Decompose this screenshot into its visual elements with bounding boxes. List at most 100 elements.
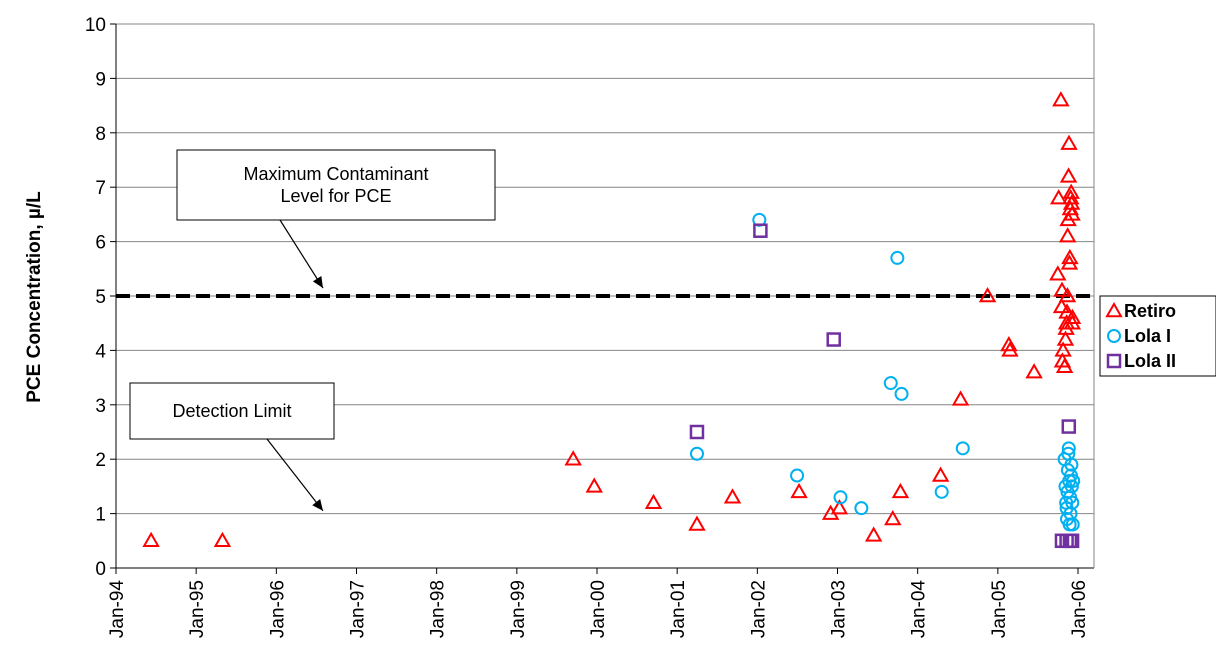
point-retiro — [1059, 167, 1078, 183]
point-lola-ii — [689, 424, 705, 440]
annotation-box-0 — [176, 149, 496, 221]
x-tick-label: Jan-00 — [588, 580, 609, 638]
point-retiro — [951, 390, 970, 406]
point-lola-i — [955, 441, 970, 456]
point-retiro — [1056, 330, 1075, 346]
point-lola-i — [1065, 495, 1080, 510]
annotation-arrowhead — [312, 276, 323, 288]
legend-marker-lola-ii — [1106, 353, 1122, 369]
point-lola-i — [1061, 441, 1076, 456]
point-lola-i — [1064, 479, 1079, 494]
y-tick-label: 9 — [95, 69, 106, 90]
legend-marker-lola-i — [1107, 329, 1121, 343]
point-retiro — [1058, 303, 1076, 319]
y-tick-label: 6 — [95, 233, 106, 254]
point-lola-i — [854, 501, 869, 516]
legend-label-lola-i: Lola I — [1124, 326, 1171, 346]
annotation-text: Level for PCE — [280, 186, 391, 206]
x-tick-label: Jan-99 — [508, 580, 529, 638]
x-tick-labels: Jan-94 Jan-95 Jan-96 Jan-97 Jan-98 Jan-99 Jan-… — [107, 568, 1090, 638]
point-lola-ii — [1064, 533, 1080, 549]
y-tick-label: 2 — [95, 450, 106, 471]
point-retiro — [891, 482, 910, 499]
y-tick-label: 5 — [95, 287, 106, 308]
x-tick-label: Jan-02 — [748, 580, 769, 638]
x-tick-label: Jan-97 — [348, 580, 369, 638]
point-retiro — [1052, 91, 1070, 107]
x-tick-label: Jan-95 — [187, 580, 208, 638]
x-tick-label: Jan-04 — [909, 580, 930, 639]
y-tick-label: 3 — [95, 396, 106, 417]
x-tick-label: Jan-01 — [668, 580, 689, 638]
annotation-text: Detection Limit — [172, 401, 291, 421]
point-retiro — [1000, 335, 1018, 352]
point-retiro — [1055, 357, 1074, 373]
point-lola-i — [890, 250, 905, 265]
point-lola-ii — [826, 332, 841, 347]
point-retiro — [1049, 265, 1067, 281]
point-lola-i — [790, 468, 805, 483]
y-tick-label: 7 — [95, 178, 106, 199]
point-retiro — [1052, 297, 1071, 314]
x-tick-label: Jan-05 — [989, 580, 1010, 638]
annotation-text: Maximum Contaminant — [243, 164, 428, 184]
point-retiro — [688, 515, 706, 531]
y-axis-label: PCE Concentration, µ/L — [24, 191, 45, 403]
y-tick-label: 1 — [95, 505, 106, 526]
point-retiro — [1061, 248, 1079, 265]
point-lola-i — [934, 484, 949, 499]
point-retiro — [1063, 205, 1081, 221]
point-retiro — [1058, 227, 1077, 243]
x-tick-label: Jan-03 — [829, 580, 850, 638]
legend: Retiro Lola I Lola II — [1099, 295, 1216, 377]
point-lola-i — [1064, 457, 1079, 472]
point-retiro — [1049, 189, 1068, 205]
legend-marker-retiro — [1105, 301, 1123, 318]
point-lola-i — [894, 386, 909, 401]
point-lola-i — [1065, 517, 1080, 532]
legend-label-retiro: Retiro — [1124, 301, 1176, 321]
y-tick-labels: 0 1 2 3 4 5 6 7 8 9 10 — [85, 15, 116, 580]
point-retiro — [564, 450, 582, 466]
annotation-box-1 — [129, 382, 335, 440]
y-tick-label: 10 — [85, 15, 106, 36]
point-retiro — [723, 488, 742, 504]
point-retiro — [1060, 134, 1078, 150]
point-retiro — [931, 466, 950, 482]
point-retiro — [644, 493, 663, 509]
y-tick-label: 0 — [95, 559, 106, 580]
point-retiro — [1058, 286, 1077, 303]
point-retiro — [1063, 308, 1082, 325]
annotation-arrow-line — [279, 219, 324, 289]
x-tick-label: Jan-94 — [107, 580, 128, 639]
point-retiro — [864, 526, 883, 542]
point-retiro — [1053, 281, 1071, 297]
point-retiro — [142, 531, 160, 548]
point-lola-i — [833, 490, 848, 505]
x-tick-label: Jan-98 — [428, 580, 449, 638]
annotation-arrowhead — [312, 499, 323, 511]
point-retiro — [1025, 363, 1043, 379]
point-lola-ii — [753, 223, 768, 238]
point-retiro — [585, 477, 603, 493]
point-lola-i — [883, 376, 898, 391]
point-lola-i — [689, 446, 704, 461]
y-tick-label: 4 — [95, 341, 106, 362]
point-retiro — [830, 499, 849, 515]
point-retiro — [978, 286, 997, 303]
x-tick-label: Jan-06 — [1069, 580, 1090, 638]
point-lola-ii — [1061, 419, 1077, 434]
point-retiro — [213, 531, 232, 548]
annotation-arrow-line — [266, 438, 324, 512]
legend-label-lola-ii: Lola II — [1124, 351, 1176, 371]
data-points — [142, 91, 1082, 549]
point-retiro — [790, 482, 808, 499]
point-retiro — [1001, 341, 1019, 357]
point-retiro — [884, 510, 902, 526]
point-lola-i — [1066, 473, 1081, 488]
y-tick-label: 8 — [95, 124, 106, 145]
x-tick-label: Jan-96 — [267, 580, 288, 638]
